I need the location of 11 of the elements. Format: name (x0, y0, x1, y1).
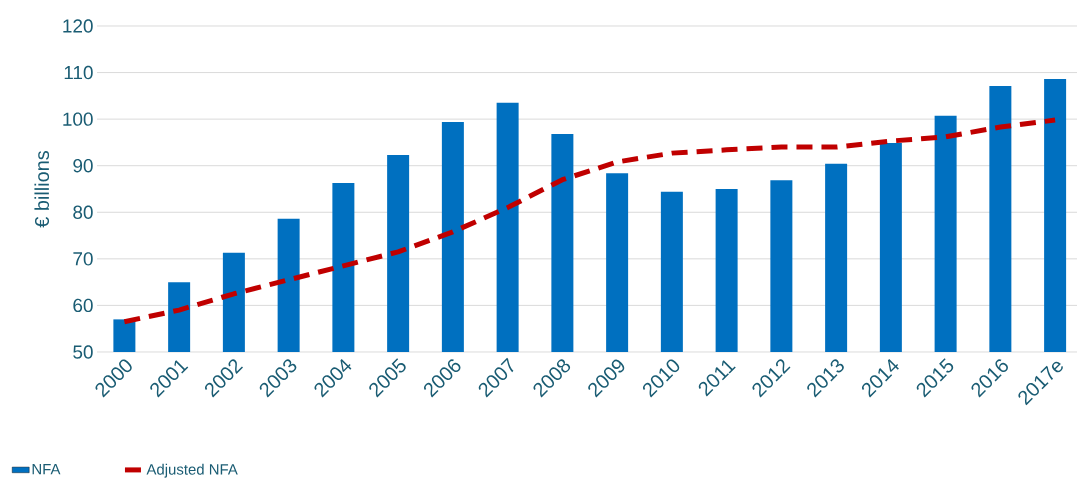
y-tick-label: 70 (73, 252, 93, 266)
y-tick-label: 60 (73, 298, 93, 313)
y-tick-label: 100 (63, 112, 93, 126)
y-tick-label: 80 (73, 205, 93, 219)
legend-label: NFA (32, 464, 61, 475)
legend-label: Adjusted NFA (146, 463, 238, 478)
y-tick-label: 110 (64, 65, 93, 80)
y-axis-title: € billions (34, 150, 50, 228)
y-tick-label: 90 (73, 159, 93, 173)
y-tick-label: 50 (73, 345, 93, 359)
y-tick-label: 120 (63, 19, 93, 33)
